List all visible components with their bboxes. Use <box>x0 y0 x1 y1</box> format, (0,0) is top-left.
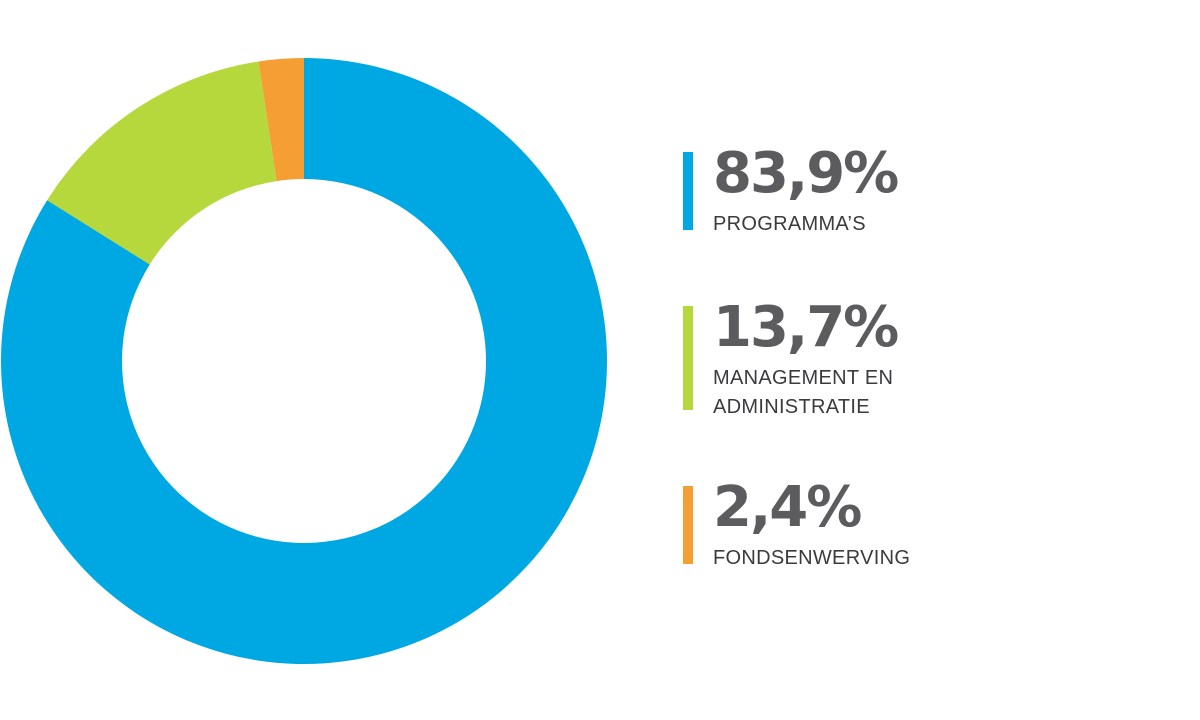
slice-programmas <box>0 58 607 664</box>
legend-label: PROGRAMMA’S <box>713 213 866 235</box>
legend-value: 13,7% <box>713 295 899 360</box>
slice-management-administratie <box>47 61 277 265</box>
chart-legend: 83,9% PROGRAMMA’S 13,7% MANAGEMENT EN AD… <box>683 141 1183 569</box>
legend-label: FONDSENWERVING <box>713 547 911 569</box>
legend-color-bar <box>683 152 693 230</box>
legend-color-bar <box>683 486 693 564</box>
legend-item-programmas: 83,9% PROGRAMMA’S <box>683 141 1183 235</box>
legend-value: 83,9% <box>713 141 899 206</box>
legend-value: 2,4% <box>713 475 862 540</box>
legend-item-fondsenwerving: 2,4% FONDSENWERVING <box>683 475 1183 569</box>
slice-fondsenwerving <box>258 58 304 182</box>
donut-chart <box>0 58 607 664</box>
legend-label: MANAGEMENT EN ADMINISTRATIE <box>713 367 894 418</box>
legend-item-management: 13,7% MANAGEMENT EN ADMINISTRATIE <box>683 295 1183 418</box>
legend-color-bar <box>683 306 693 410</box>
